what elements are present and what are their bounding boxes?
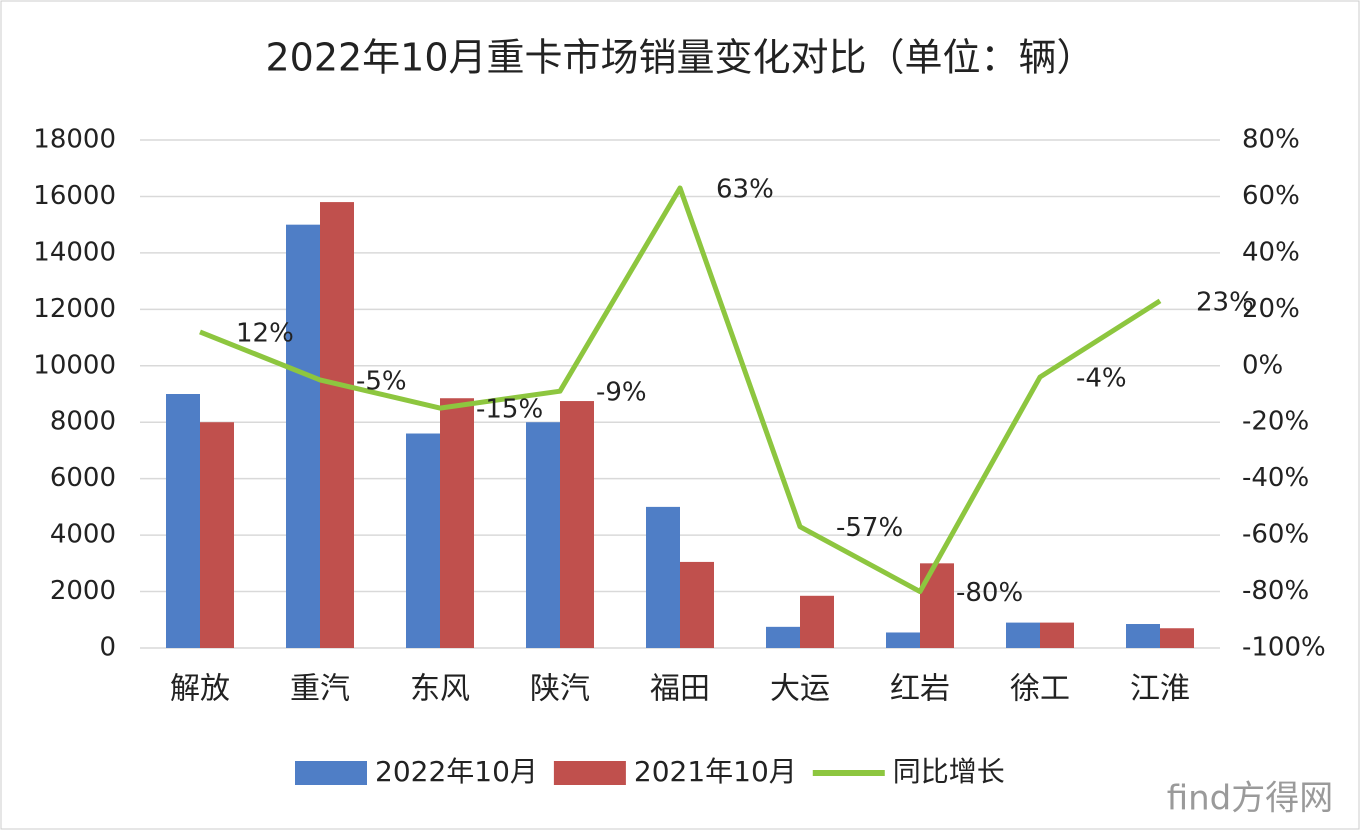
bar xyxy=(1006,622,1040,648)
legend-label: 2022年10月 xyxy=(375,755,538,788)
y-tick-label: 10000 xyxy=(33,350,116,380)
y-tick-label: 0 xyxy=(99,633,116,663)
y2-tick-label: 0% xyxy=(1242,350,1283,380)
data-label: -9% xyxy=(596,378,647,408)
bar xyxy=(800,595,834,648)
y-tick-label: 12000 xyxy=(33,294,116,324)
x-tick-label: 重汽 xyxy=(290,672,350,707)
line xyxy=(199,185,1162,595)
bar xyxy=(320,202,354,649)
watermark: find方得网 xyxy=(1167,779,1334,819)
data-label: -4% xyxy=(1076,364,1127,394)
x-tick-label: 陕汽 xyxy=(530,672,590,707)
x-tick-label: 江淮 xyxy=(1130,672,1190,707)
bar xyxy=(200,422,234,648)
legend-label: 2021年10月 xyxy=(634,755,797,788)
data-label: 23% xyxy=(1196,287,1254,317)
y-tick-label: 14000 xyxy=(33,237,116,267)
y-tick-label: 18000 xyxy=(33,125,116,155)
y-tick-label: 6000 xyxy=(50,463,116,493)
x-tick-label: 大运 xyxy=(770,672,830,707)
y2-tick-label: 80% xyxy=(1242,125,1300,155)
bar xyxy=(440,398,474,648)
y2-tick-label: -100% xyxy=(1242,633,1326,663)
data-label: -57% xyxy=(836,513,903,543)
bar xyxy=(1040,622,1074,648)
bar xyxy=(406,433,440,648)
bar xyxy=(286,224,320,648)
legend-label: 同比增长 xyxy=(893,755,1005,788)
x-tick-label: 东风 xyxy=(410,672,470,707)
x-tick-label: 解放 xyxy=(170,672,230,707)
bar xyxy=(1126,624,1160,648)
bar xyxy=(526,422,560,648)
y2-tick-label: -40% xyxy=(1242,463,1309,493)
y2-tick-label: -60% xyxy=(1242,520,1309,550)
y2-tick-label: -20% xyxy=(1242,407,1309,437)
x-tick-label: 徐工 xyxy=(1010,672,1070,707)
y2-tick-label: -80% xyxy=(1242,576,1309,606)
bar xyxy=(920,563,954,648)
legend-swatch xyxy=(553,761,626,785)
bar xyxy=(766,626,800,648)
bar xyxy=(166,394,200,648)
data-label: -80% xyxy=(956,578,1023,608)
bar xyxy=(1160,628,1194,648)
data-label: 12% xyxy=(236,318,294,348)
data-label: -5% xyxy=(356,366,407,396)
chart-title: 2022年10月重卡市场销量变化对比（单位：辆） xyxy=(265,36,1094,80)
y2-tick-label: 40% xyxy=(1242,237,1300,267)
y-tick-label: 4000 xyxy=(50,520,116,550)
y-tick-label: 2000 xyxy=(50,576,116,606)
bar xyxy=(886,632,920,648)
x-tick-label: 红岩 xyxy=(890,672,950,707)
data-label: 63% xyxy=(716,174,774,204)
y2-tick-label: 20% xyxy=(1242,294,1300,324)
y2-tick-label: 60% xyxy=(1242,181,1300,211)
legend-swatch xyxy=(295,761,367,785)
y-tick-label: 8000 xyxy=(50,407,116,437)
y-tick-label: 16000 xyxy=(33,181,116,211)
bar xyxy=(646,506,680,648)
bar xyxy=(680,561,714,648)
x-tick-label: 福田 xyxy=(650,672,710,707)
data-label: -15% xyxy=(476,395,543,425)
bar xyxy=(560,401,594,648)
